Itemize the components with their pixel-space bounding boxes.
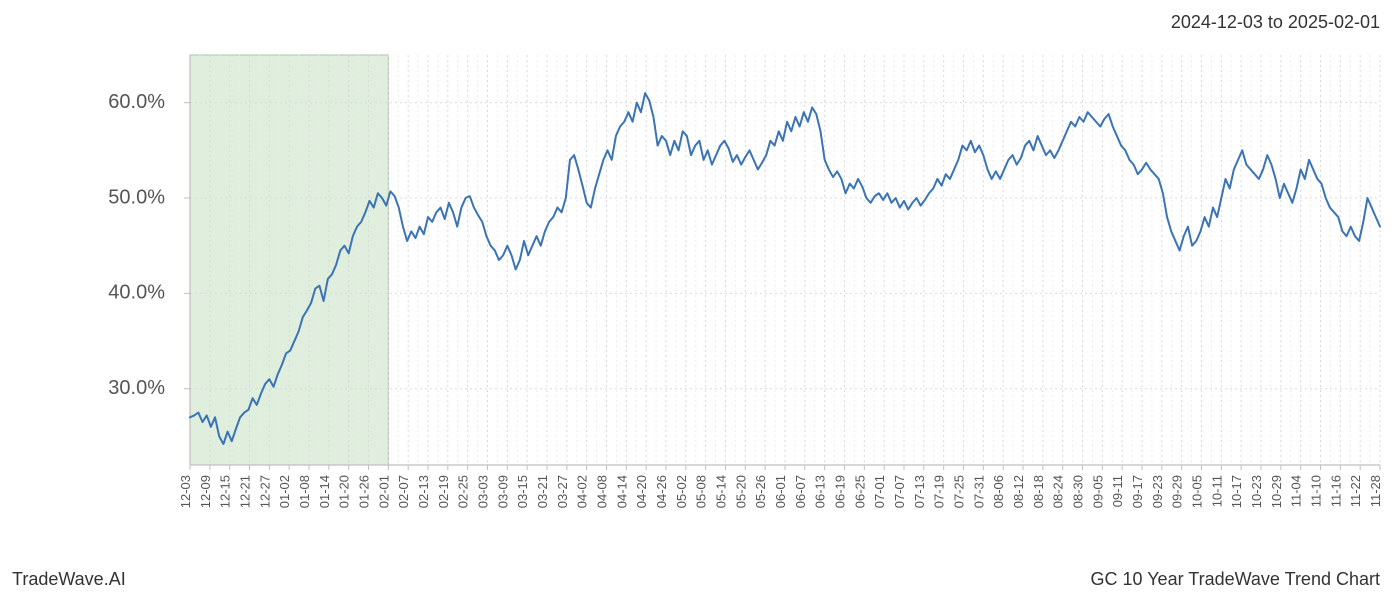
svg-text:08-24: 08-24 — [1051, 475, 1066, 508]
svg-text:07-01: 07-01 — [872, 475, 887, 508]
svg-text:12-03: 12-03 — [178, 475, 193, 508]
svg-text:05-02: 05-02 — [674, 475, 689, 508]
svg-text:10-17: 10-17 — [1229, 475, 1244, 508]
svg-text:07-19: 07-19 — [932, 475, 947, 508]
chart-svg: 30.0% 40.0% 50.0% 60.0% 12-03 12-09 12-15 12-21… — [0, 45, 1400, 555]
svg-text:08-06: 08-06 — [991, 475, 1006, 508]
svg-text:12-27: 12-27 — [257, 475, 272, 508]
svg-text:60.0%: 60.0% — [108, 91, 165, 113]
svg-text:06-01: 06-01 — [773, 475, 788, 508]
svg-text:08-18: 08-18 — [1031, 475, 1046, 508]
svg-text:09-05: 09-05 — [1090, 475, 1105, 508]
svg-text:12-09: 12-09 — [198, 475, 213, 508]
svg-text:04-20: 04-20 — [634, 475, 649, 508]
date-range-label: 2024-12-03 to 2025-02-01 — [1171, 12, 1380, 33]
svg-text:01-08: 01-08 — [297, 475, 312, 508]
svg-text:02-19: 02-19 — [436, 475, 451, 508]
svg-text:03-15: 03-15 — [515, 475, 530, 508]
svg-text:05-08: 05-08 — [694, 475, 709, 508]
svg-text:06-25: 06-25 — [852, 475, 867, 508]
svg-text:06-07: 06-07 — [793, 475, 808, 508]
svg-text:03-03: 03-03 — [476, 475, 491, 508]
svg-text:11-28: 11-28 — [1368, 475, 1383, 507]
chart-title: GC 10 Year TradeWave Trend Chart — [1091, 569, 1381, 590]
svg-text:01-02: 01-02 — [277, 475, 292, 508]
svg-text:11-04: 11-04 — [1289, 475, 1304, 507]
svg-text:01-20: 01-20 — [337, 475, 352, 508]
brand-label: TradeWave.AI — [12, 569, 126, 590]
svg-text:12-15: 12-15 — [218, 475, 233, 508]
chart-container: 2024-12-03 to 2025-02-01 30.0% 40.0% 50.0%… — [0, 0, 1400, 600]
svg-text:10-23: 10-23 — [1249, 475, 1264, 508]
svg-text:05-14: 05-14 — [714, 475, 729, 508]
svg-text:04-02: 04-02 — [575, 475, 590, 508]
svg-text:11-10: 11-10 — [1309, 475, 1324, 507]
svg-text:04-14: 04-14 — [614, 475, 629, 508]
svg-text:09-23: 09-23 — [1150, 475, 1165, 508]
svg-text:09-29: 09-29 — [1170, 475, 1185, 508]
chart-plot: 30.0% 40.0% 50.0% 60.0% 12-03 12-09 12-15 12-21… — [0, 45, 1400, 555]
svg-text:03-09: 03-09 — [495, 475, 510, 508]
svg-text:02-13: 02-13 — [416, 475, 431, 508]
svg-text:50.0%: 50.0% — [108, 186, 165, 208]
svg-text:12-21: 12-21 — [238, 475, 253, 508]
svg-text:07-31: 07-31 — [971, 475, 986, 508]
svg-text:10-11: 10-11 — [1209, 475, 1224, 507]
svg-text:08-30: 08-30 — [1071, 475, 1086, 508]
svg-text:09-11: 09-11 — [1110, 475, 1125, 507]
svg-text:07-07: 07-07 — [892, 475, 907, 508]
svg-text:06-13: 06-13 — [813, 475, 828, 508]
svg-text:07-25: 07-25 — [952, 475, 967, 508]
svg-text:03-27: 03-27 — [555, 475, 570, 508]
svg-text:04-26: 04-26 — [654, 475, 669, 508]
svg-text:05-26: 05-26 — [753, 475, 768, 508]
svg-text:01-26: 01-26 — [357, 475, 372, 508]
svg-text:10-05: 10-05 — [1190, 475, 1205, 508]
svg-text:05-20: 05-20 — [733, 475, 748, 508]
svg-text:04-08: 04-08 — [595, 475, 610, 508]
svg-text:08-12: 08-12 — [1011, 475, 1026, 508]
svg-text:02-25: 02-25 — [456, 475, 471, 508]
svg-text:03-21: 03-21 — [535, 475, 550, 508]
svg-text:09-17: 09-17 — [1130, 475, 1145, 508]
svg-text:11-16: 11-16 — [1328, 475, 1343, 507]
svg-text:02-01: 02-01 — [376, 475, 391, 508]
svg-text:30.0%: 30.0% — [108, 377, 165, 399]
svg-text:06-19: 06-19 — [833, 475, 848, 508]
svg-text:40.0%: 40.0% — [108, 282, 165, 304]
svg-text:10-29: 10-29 — [1269, 475, 1284, 508]
svg-text:01-14: 01-14 — [317, 475, 332, 508]
svg-text:11-22: 11-22 — [1348, 475, 1363, 507]
svg-text:07-13: 07-13 — [912, 475, 927, 508]
svg-text:02-07: 02-07 — [396, 475, 411, 508]
